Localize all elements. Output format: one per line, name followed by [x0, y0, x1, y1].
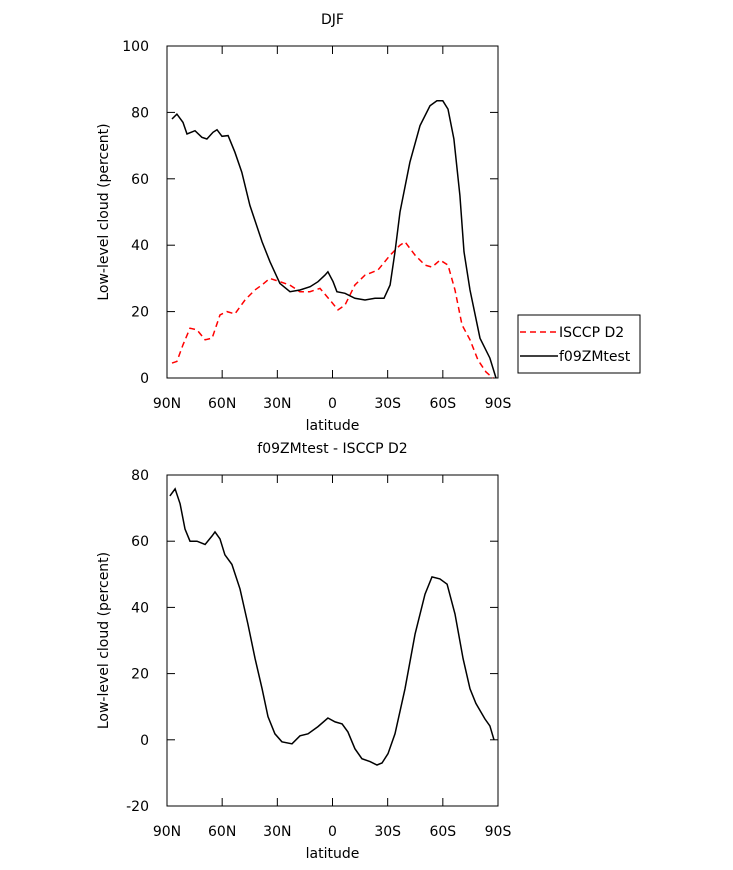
chart-title: DJF: [321, 12, 344, 28]
y-tick-label: 60: [131, 534, 149, 550]
x-tick-label: 90S: [485, 396, 512, 412]
y-tick-label: -20: [126, 799, 149, 815]
y-tick-label: 100: [122, 39, 149, 55]
x-tick-label: 60N: [208, 396, 236, 412]
data-line: [171, 100, 497, 379]
x-tick-label: 30S: [374, 396, 401, 412]
x-tick-label: 0: [328, 396, 337, 412]
y-axis-label: Low-level cloud (percent): [96, 123, 112, 300]
x-axis-label: latitude: [306, 418, 360, 434]
x-tick-label: 30S: [374, 824, 401, 840]
plot-frame: [166, 45, 499, 379]
y-tick-label: 60: [131, 172, 149, 188]
y-axis-label: Low-level cloud (percent): [96, 552, 112, 729]
x-tick-label: 90N: [153, 824, 181, 840]
y-tick-label: 80: [131, 105, 149, 121]
legend-label: f09ZMtest: [559, 349, 631, 365]
legend-label: ISCCP D2: [559, 325, 624, 341]
y-tick-label: 0: [140, 371, 149, 387]
y-tick-label: 20: [131, 305, 149, 321]
x-tick-label: 0: [328, 824, 337, 840]
y-tick-label: 80: [131, 468, 149, 484]
legend-box: [517, 314, 641, 374]
x-tick-label: 30N: [263, 824, 291, 840]
plot-frame: [166, 474, 499, 807]
chart-title: f09ZMtest - ISCCP D2: [257, 441, 407, 457]
x-tick-label: 60S: [429, 824, 456, 840]
y-tick-label: 40: [131, 600, 149, 616]
y-tick-label: 20: [131, 667, 149, 683]
data-line: [171, 240, 494, 379]
x-tick-label: 60N: [208, 824, 236, 840]
x-tick-label: 90N: [153, 396, 181, 412]
x-tick-label: 90S: [485, 824, 512, 840]
x-tick-label: 60S: [429, 396, 456, 412]
x-axis-label: latitude: [306, 846, 360, 862]
y-tick-label: 0: [140, 733, 149, 749]
data-line: [169, 487, 495, 766]
y-tick-label: 40: [131, 238, 149, 254]
x-tick-label: 30N: [263, 396, 291, 412]
